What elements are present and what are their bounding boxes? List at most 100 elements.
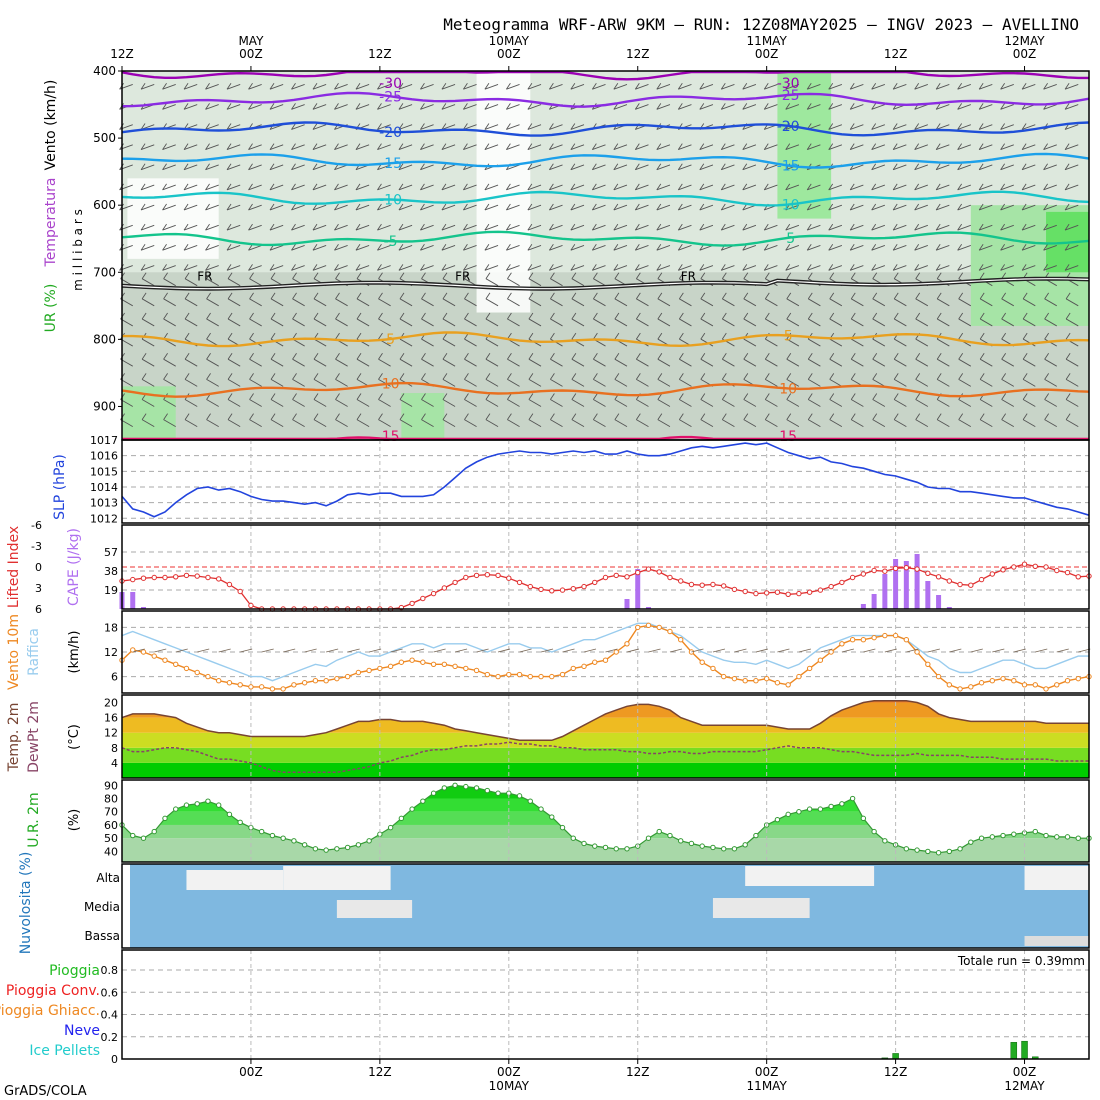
wind10-point	[635, 624, 641, 631]
wind10-point	[860, 637, 867, 643]
wind-barb-flag	[786, 352, 792, 360]
wind-barb	[248, 144, 262, 151]
wind10-point	[420, 659, 426, 665]
wind-barb-flag	[141, 292, 147, 300]
isotherm-line	[122, 435, 1089, 441]
wind-barb-flag	[312, 243, 318, 251]
wind-barb-flag	[935, 143, 941, 150]
wind-barb-flag	[1000, 143, 1006, 150]
wind-barb-flag	[162, 82, 167, 90]
wind-barb-flag	[935, 103, 941, 110]
wind-barb	[635, 164, 649, 171]
wind-barb-flag	[657, 292, 663, 300]
wind-barb	[549, 265, 563, 271]
wind-barb-flag	[506, 243, 511, 251]
rh-point	[291, 838, 297, 844]
wind-barb	[614, 318, 628, 327]
isotherm-label: -10	[777, 198, 800, 214]
wind-barb	[914, 204, 928, 211]
wind-barb	[1021, 164, 1036, 171]
wind-barb-flag	[335, 373, 340, 380]
wind10-tick-label: 6	[111, 671, 118, 684]
wind-barb-flag	[226, 163, 232, 170]
wind-barb	[291, 204, 305, 211]
wind-barb	[441, 184, 456, 191]
wind-barb	[249, 358, 262, 367]
wind-barb	[528, 399, 542, 407]
gust-line	[121, 622, 1089, 682]
wind-barb-flag	[570, 223, 576, 231]
wind-barb	[958, 318, 972, 327]
wind-barb-flag	[872, 312, 878, 320]
rh2m-unit-label: (%)	[67, 809, 82, 832]
rh-lower-band	[122, 272, 1089, 440]
wind-barb	[464, 298, 477, 307]
li-tick-label: 3	[35, 582, 42, 595]
wind-barb-flag	[140, 264, 146, 271]
wind-barb-flag	[249, 292, 254, 300]
wind-barb	[1001, 419, 1015, 427]
rh-point	[183, 802, 190, 808]
wind-barb	[1064, 265, 1079, 271]
wind-barb-flag	[356, 413, 362, 420]
li-point	[162, 574, 168, 581]
wind-barb	[743, 298, 757, 307]
wind-barb-flag	[441, 82, 447, 90]
wind-barb-flag	[378, 352, 383, 360]
wind-barb-flag	[183, 103, 189, 110]
wind-barb	[807, 83, 821, 90]
wind-barb	[742, 104, 757, 110]
wind-barb	[549, 83, 563, 90]
wind-barb	[785, 104, 800, 110]
li-point	[968, 582, 974, 588]
wind-barb	[507, 399, 520, 407]
wind-barb	[420, 83, 434, 90]
wind-barb-flag	[184, 352, 190, 360]
wind-barb	[1065, 419, 1079, 427]
wind-barb	[269, 245, 284, 251]
wind-barb	[506, 265, 520, 271]
wind-barb-flag	[872, 292, 878, 300]
wind-barb	[786, 338, 800, 347]
wind-barb-flag	[915, 352, 921, 360]
wind-barb	[226, 124, 241, 130]
wind-barb-flag	[269, 183, 275, 191]
wind-barb-flag	[484, 123, 490, 130]
wind-barb	[141, 318, 155, 327]
wind-barb-flag	[399, 312, 405, 320]
wind-barb-flag	[742, 223, 748, 231]
wind-barb-flag	[377, 143, 382, 150]
rh-point	[678, 838, 684, 844]
wind-barb	[957, 265, 971, 271]
cloud-level-label: Bassa	[85, 929, 120, 943]
li-point	[173, 574, 179, 580]
wind-barb	[463, 144, 477, 151]
wind-barb-flag	[871, 123, 877, 130]
wind-barb-flag	[506, 82, 511, 90]
wind-barb	[742, 164, 757, 171]
wind10-point	[430, 661, 437, 667]
wind-barb	[829, 318, 843, 327]
wind-barb	[700, 358, 714, 367]
wind-barb-flag	[291, 183, 296, 191]
rh-point	[162, 815, 168, 822]
temp-tick-label: 8	[111, 742, 118, 755]
wind10-arrow	[218, 648, 231, 653]
wind-barb	[226, 83, 241, 90]
wind-barb-flag	[548, 123, 554, 130]
wind-barb	[206, 298, 219, 307]
wind10-point	[441, 661, 448, 667]
wind-barb-flag	[248, 264, 253, 271]
wind-barb	[785, 144, 800, 151]
wind10-point	[323, 678, 329, 684]
pressure-tick-label: 700	[93, 265, 116, 279]
wind-barb	[829, 298, 843, 307]
wind-barb-flag	[635, 272, 641, 279]
wind10-point	[806, 665, 813, 672]
wind-barb	[312, 164, 327, 171]
wind10-point	[946, 682, 953, 688]
wind10-point	[291, 682, 297, 688]
wind-barb-flag	[721, 332, 727, 340]
wind-barb-flag	[1021, 82, 1027, 90]
wind-barb	[656, 184, 671, 191]
